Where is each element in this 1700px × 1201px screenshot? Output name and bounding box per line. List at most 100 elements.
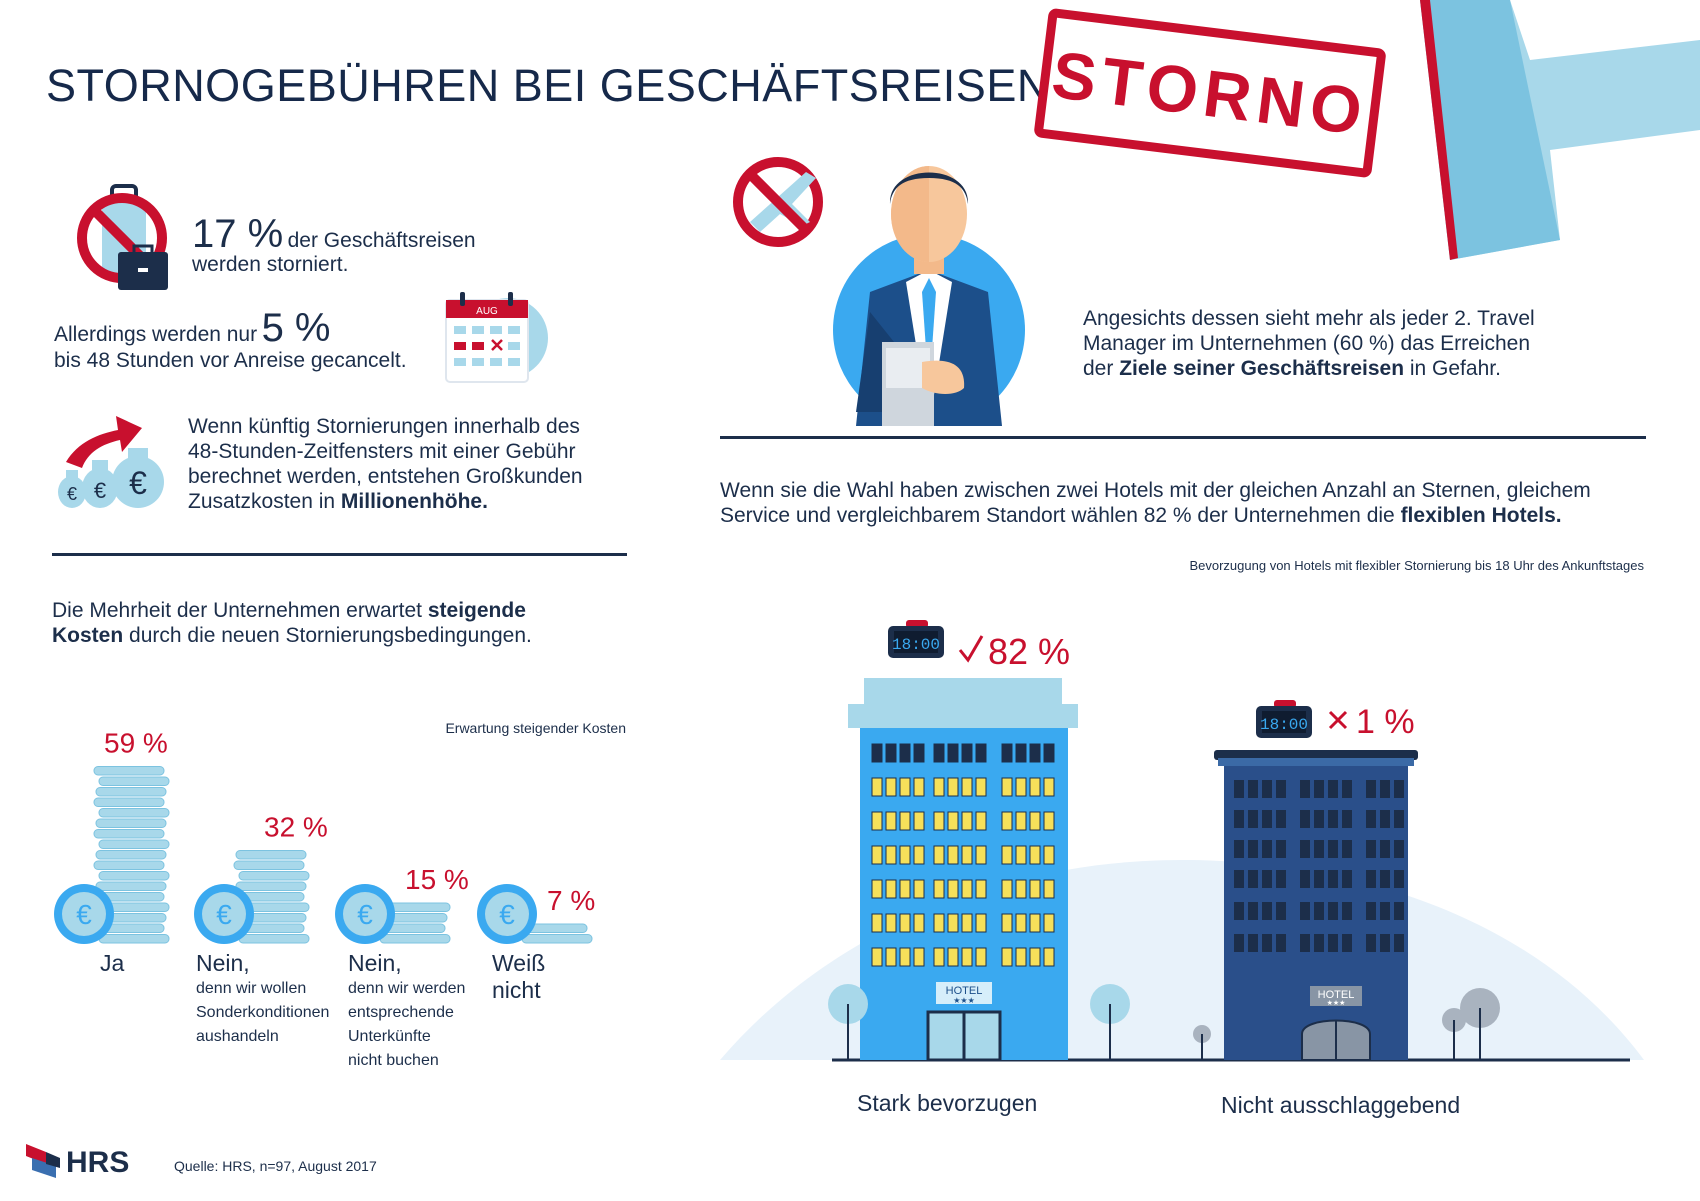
window xyxy=(1328,780,1338,798)
category-label: Nein, denn wir wollen Sonderkonditionen aus… xyxy=(196,950,329,1049)
window xyxy=(1328,934,1338,952)
manager-line2: Manager im Unternehmen (60 %) das Erreic… xyxy=(1083,332,1531,355)
window xyxy=(1300,810,1310,828)
window xyxy=(1262,810,1272,828)
bar-4 xyxy=(516,923,593,944)
window xyxy=(933,743,945,763)
window xyxy=(961,947,973,967)
window xyxy=(1328,840,1338,858)
chart1-title: Erwartung steigender Kosten xyxy=(445,720,626,736)
costs-intro: Die Mehrheit der Unternehmen erwartet st… xyxy=(52,598,532,648)
value-label: 15 % xyxy=(405,864,469,895)
window xyxy=(913,947,925,967)
window xyxy=(1015,811,1027,831)
window xyxy=(1262,934,1272,952)
window xyxy=(1380,934,1390,952)
coin xyxy=(93,860,165,870)
window xyxy=(1029,879,1041,899)
hotel-sign: HOTEL xyxy=(946,985,983,997)
window xyxy=(1366,810,1376,828)
window xyxy=(933,811,945,831)
svg-text:€: € xyxy=(67,484,77,504)
window xyxy=(1394,934,1404,952)
window xyxy=(1366,780,1376,798)
category-label: Nein, denn wir werden entsprechende Unterkü… xyxy=(348,950,465,1073)
window xyxy=(1300,902,1310,920)
hill-background xyxy=(720,859,1644,1060)
window xyxy=(1342,934,1352,952)
category-sub: nicht buchen xyxy=(348,1052,439,1069)
window xyxy=(947,777,959,797)
window xyxy=(1276,810,1286,828)
window xyxy=(1234,902,1244,920)
window xyxy=(1029,913,1041,933)
window xyxy=(1248,902,1258,920)
category-sub: denn wir wollen xyxy=(196,980,307,997)
coin xyxy=(93,829,165,839)
coin xyxy=(95,787,167,797)
window xyxy=(1328,870,1338,888)
tree-icon xyxy=(1460,988,1500,1060)
fact1: 17 % der Geschäftsreisen xyxy=(192,212,476,257)
window xyxy=(1015,879,1027,899)
window xyxy=(871,879,883,899)
hotel-label-1: Stark bevorzugen xyxy=(857,1090,1038,1116)
window xyxy=(1314,902,1324,920)
coin-chart: €59 % €32 % €15 % € 7 % xyxy=(54,728,595,944)
hotel-intro: Wenn sie die Wahl haben zwischen zwei Ho… xyxy=(720,478,1591,528)
window xyxy=(1300,934,1310,952)
window xyxy=(1380,780,1390,798)
costs-intro-bold2: Kosten xyxy=(52,624,124,647)
money-bags-icon: € € € xyxy=(58,416,164,508)
svg-text:€: € xyxy=(216,899,232,930)
window xyxy=(1328,810,1338,828)
euro-coin-icon: € xyxy=(335,884,395,944)
briefcase-icon xyxy=(118,244,168,290)
window xyxy=(1380,840,1390,858)
window xyxy=(1262,902,1272,920)
fact2-text1: Allerdings werden nur xyxy=(54,323,258,346)
value-label: 32 % xyxy=(264,812,328,843)
category-sub: entsprechende xyxy=(348,1004,454,1021)
window xyxy=(1248,810,1258,828)
window xyxy=(1342,902,1352,920)
window xyxy=(1029,845,1041,865)
no-flight-icon xyxy=(733,157,823,247)
window xyxy=(933,845,945,865)
window xyxy=(913,743,925,763)
tree-icon xyxy=(828,984,868,1060)
window xyxy=(975,743,987,763)
window xyxy=(1366,870,1376,888)
chart2: HOTEL ★★★ HOTEL ★★★ 18:00 82 % 18:00 1 % xyxy=(720,620,1644,1062)
window xyxy=(885,913,897,933)
window xyxy=(1234,810,1244,828)
storno-stamp: STORNO xyxy=(1033,7,1387,179)
hotel-stars: ★★★ xyxy=(1327,999,1346,1007)
window xyxy=(913,777,925,797)
window xyxy=(1015,777,1027,797)
window xyxy=(899,947,911,967)
window xyxy=(899,879,911,899)
svg-text:€: € xyxy=(94,478,106,503)
hotel-intro-line2: Service und vergleichbarem Standort wähl… xyxy=(720,504,1395,527)
calendar-icon: AUG xyxy=(445,292,548,383)
window xyxy=(1342,780,1352,798)
window xyxy=(1234,840,1244,858)
window xyxy=(1394,810,1404,828)
calendar-month: AUG xyxy=(476,306,498,317)
window xyxy=(1342,810,1352,828)
manager-bold: Ziele seiner Geschäftsreisen xyxy=(1119,357,1405,380)
window xyxy=(947,743,959,763)
check-icon xyxy=(958,635,984,663)
window xyxy=(1314,870,1324,888)
category-sub: Unterkünfte xyxy=(348,1028,431,1045)
window xyxy=(1342,870,1352,888)
window xyxy=(1015,947,1027,967)
window xyxy=(1029,811,1041,831)
window xyxy=(1366,902,1376,920)
window xyxy=(913,811,925,831)
window xyxy=(1300,840,1310,858)
window xyxy=(899,777,911,797)
travel-manager-icon xyxy=(833,166,1025,426)
window xyxy=(1394,902,1404,920)
